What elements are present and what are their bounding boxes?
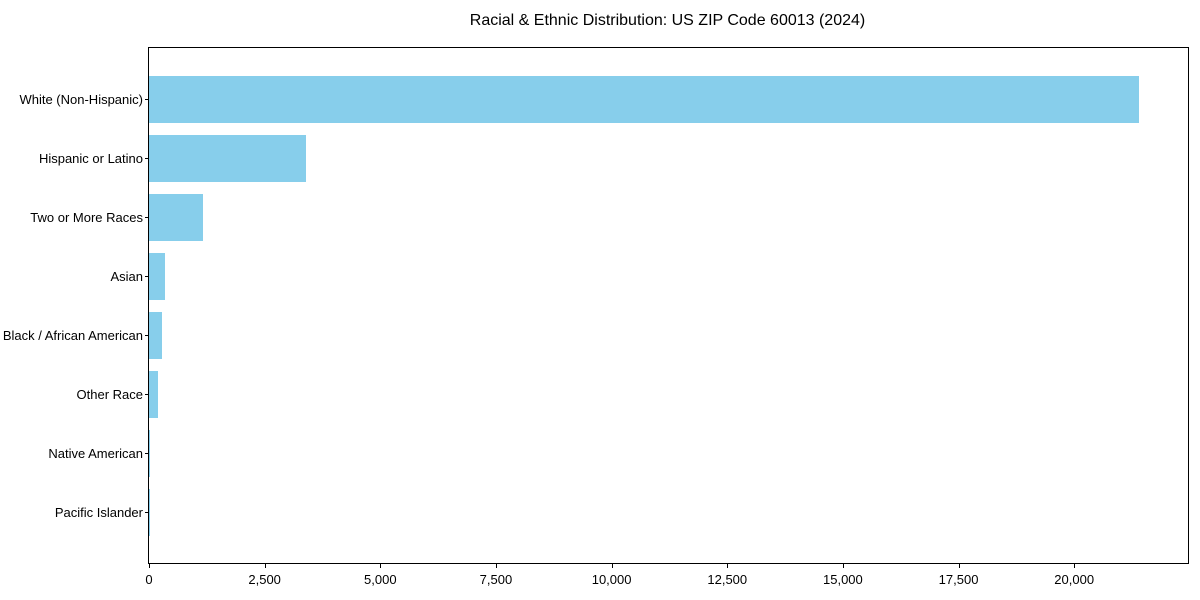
x-tick-label: 2,500 — [248, 572, 281, 587]
y-tick — [145, 512, 149, 513]
category-label: Two or More Races — [30, 209, 143, 225]
x-tick — [1074, 564, 1076, 568]
x-tick-label: 15,000 — [823, 572, 863, 587]
category-label: Asian — [110, 268, 143, 284]
x-tick — [958, 564, 960, 568]
x-tick-label: 10,000 — [591, 572, 632, 587]
bar — [149, 75, 1139, 123]
plot-area: White (Non-Hispanic) Hispanic or Latino Tw… — [3, 47, 1189, 587]
y-tick — [145, 453, 149, 454]
category-label: Black / African American — [2, 327, 143, 343]
x-tick — [727, 564, 729, 568]
x-tick-label: 17,500 — [938, 572, 979, 587]
x-tick-label: 12,500 — [707, 572, 748, 587]
x-tick-label: 5,000 — [364, 572, 397, 587]
category-label: Native American — [48, 445, 143, 461]
bar — [149, 311, 162, 359]
category-label: Other Race — [76, 386, 143, 402]
x-tick — [495, 564, 497, 568]
x-tick-label: 0 — [145, 572, 153, 587]
x-tick — [842, 564, 844, 568]
bar — [149, 370, 159, 418]
bar — [149, 252, 166, 300]
category-label: White (Non-Hispanic) — [19, 91, 143, 107]
bar — [149, 429, 150, 477]
y-tick — [145, 335, 149, 336]
x-tick-label: 20,000 — [1054, 572, 1095, 587]
x-tick — [611, 564, 613, 568]
x-tick — [149, 564, 150, 568]
y-tick — [145, 394, 149, 395]
y-tick — [145, 158, 149, 159]
bar — [149, 193, 204, 241]
category-label: Pacific Islander — [54, 504, 143, 520]
y-tick — [145, 276, 149, 277]
y-tick — [145, 99, 149, 100]
y-tick — [145, 217, 149, 218]
category-label: Hispanic or Latino — [38, 150, 143, 166]
bar — [149, 134, 307, 182]
x-tick-label: 7,500 — [479, 572, 513, 587]
x-tick — [380, 564, 382, 568]
x-tick — [264, 564, 266, 568]
chart-title: Racial & Ethnic Distribution: US ZIP Cod… — [469, 12, 866, 29]
